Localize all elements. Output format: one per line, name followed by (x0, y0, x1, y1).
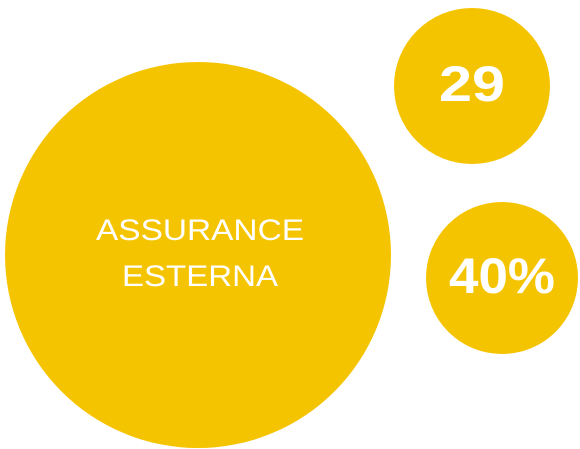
stat-value: 29 (439, 56, 505, 112)
stat-circle (426, 202, 578, 354)
stat-circle (394, 8, 550, 164)
main-label-line: ESTERNA (122, 260, 278, 293)
main-label-line: ASSURANCE (96, 214, 304, 247)
main-circle (5, 62, 391, 448)
stat-value: 40% (449, 248, 555, 304)
